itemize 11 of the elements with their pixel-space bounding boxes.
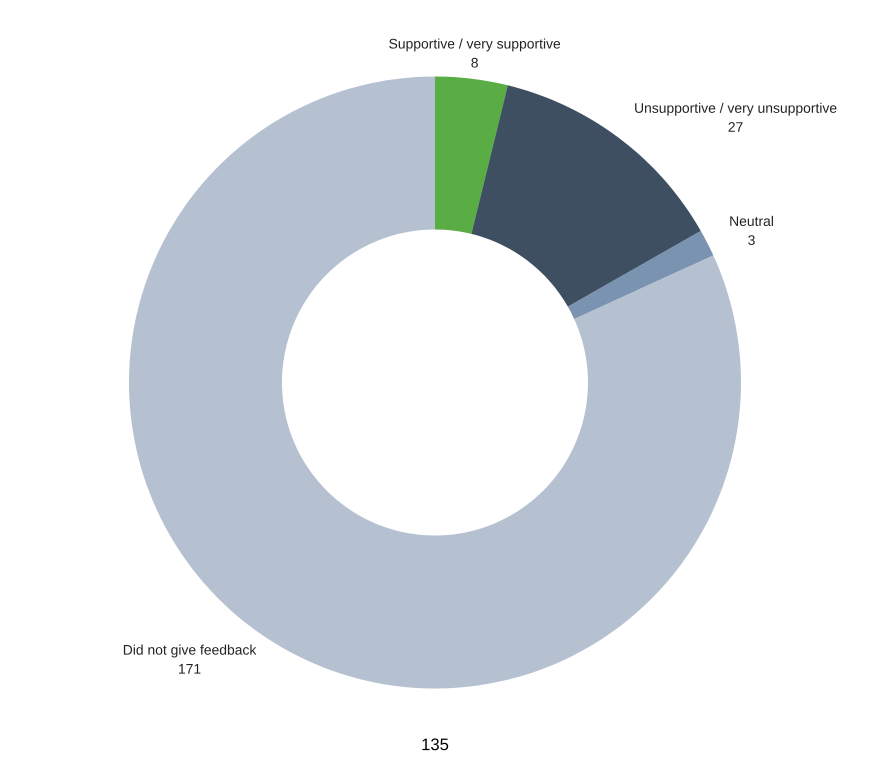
slice-label: Neutral <box>730 216 773 226</box>
donut-slice <box>435 76 508 234</box>
slice-label: Did not give feedback <box>124 644 256 658</box>
data-label: 3 <box>748 235 755 246</box>
data-label: 8 <box>471 58 478 68</box>
donut-slice <box>568 230 714 319</box>
slice-label: Unsupportive / very unsupportive <box>635 102 836 116</box>
data-label: 171 <box>179 664 200 674</box>
data-label: 27 <box>728 122 743 132</box>
slice-label: Supportive / very supportive <box>389 38 560 52</box>
text: 135 <box>422 738 448 750</box>
